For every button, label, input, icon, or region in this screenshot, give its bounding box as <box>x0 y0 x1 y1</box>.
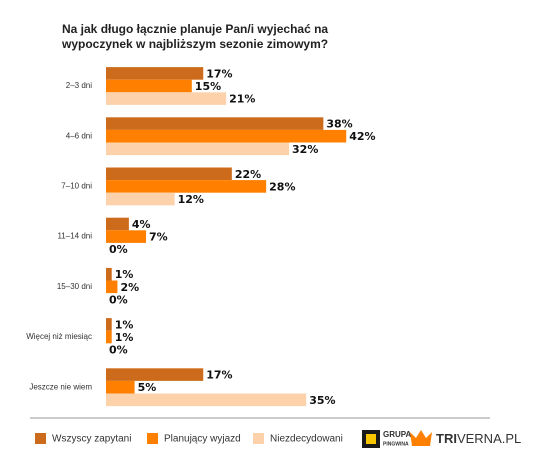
value-label: 21% <box>229 93 255 106</box>
legend-label: Wszyscy zapytani <box>52 434 131 445</box>
bar <box>106 180 267 193</box>
value-label: 38% <box>326 118 352 131</box>
bar <box>106 318 112 331</box>
bar <box>106 393 307 407</box>
bar <box>106 142 290 156</box>
value-label: 17% <box>206 67 232 80</box>
logo-text: GRUPA <box>383 430 412 439</box>
value-label: 28% <box>269 180 295 193</box>
category-label: 4–6 dni <box>66 131 92 140</box>
legend-label: Planujący wyjazd <box>164 434 241 445</box>
category-label: 11–14 dni <box>57 232 92 241</box>
value-label: 0% <box>109 243 128 256</box>
category-label: Więcej niż miesiąc <box>26 332 92 341</box>
value-label: 4% <box>132 218 151 231</box>
bar <box>106 79 192 93</box>
bar <box>106 92 227 105</box>
value-label: 0% <box>109 293 128 306</box>
value-label: 42% <box>349 130 375 143</box>
bar <box>106 330 112 344</box>
category-label: 15–30 dni <box>57 282 92 291</box>
value-label: 17% <box>206 369 232 382</box>
bar <box>106 267 112 281</box>
legend-label: Niezdecydowani <box>270 434 343 445</box>
bar <box>106 192 175 206</box>
bar <box>106 129 347 143</box>
bar <box>106 368 204 381</box>
value-label: 1% <box>115 318 134 331</box>
value-label: 15% <box>195 80 221 93</box>
value-label: 1% <box>115 331 134 344</box>
category-label: 2–3 dni <box>66 81 92 90</box>
legend-swatch <box>253 433 264 444</box>
bar <box>106 280 118 294</box>
category-label: Jeszcze nie wiem <box>29 382 92 391</box>
value-label: 22% <box>235 168 261 181</box>
value-label: 5% <box>138 381 157 394</box>
logo-pingwina: GRUPA PINGWINA <box>362 430 412 448</box>
bar <box>106 230 147 243</box>
chart-title: Na jak długo łącznie planuje Pan/i wyjec… <box>62 22 329 51</box>
logo-text: VERNA.PL <box>457 431 521 446</box>
logo-text: TRIVERNA.PL <box>436 431 521 446</box>
value-label: 35% <box>309 394 335 407</box>
bar <box>106 67 204 80</box>
value-label: 32% <box>292 143 318 156</box>
logo-icon <box>366 434 376 444</box>
logo-text: PINGWINA <box>383 441 409 447</box>
bar <box>106 167 232 181</box>
value-label: 1% <box>115 268 134 281</box>
legend-swatch <box>147 433 158 444</box>
bar <box>106 117 324 130</box>
category-label: 7–10 dni <box>61 182 92 191</box>
value-label: 0% <box>109 344 128 357</box>
logo-triverna: TRIVERNA.PL <box>410 430 521 446</box>
logo-icon <box>410 430 432 446</box>
value-label: 2% <box>120 281 139 294</box>
legend-swatch <box>35 433 46 444</box>
logo-text: TRI <box>436 431 457 446</box>
value-label: 12% <box>178 193 204 206</box>
value-label: 7% <box>149 231 168 244</box>
bar <box>106 217 129 231</box>
bar <box>106 380 135 394</box>
